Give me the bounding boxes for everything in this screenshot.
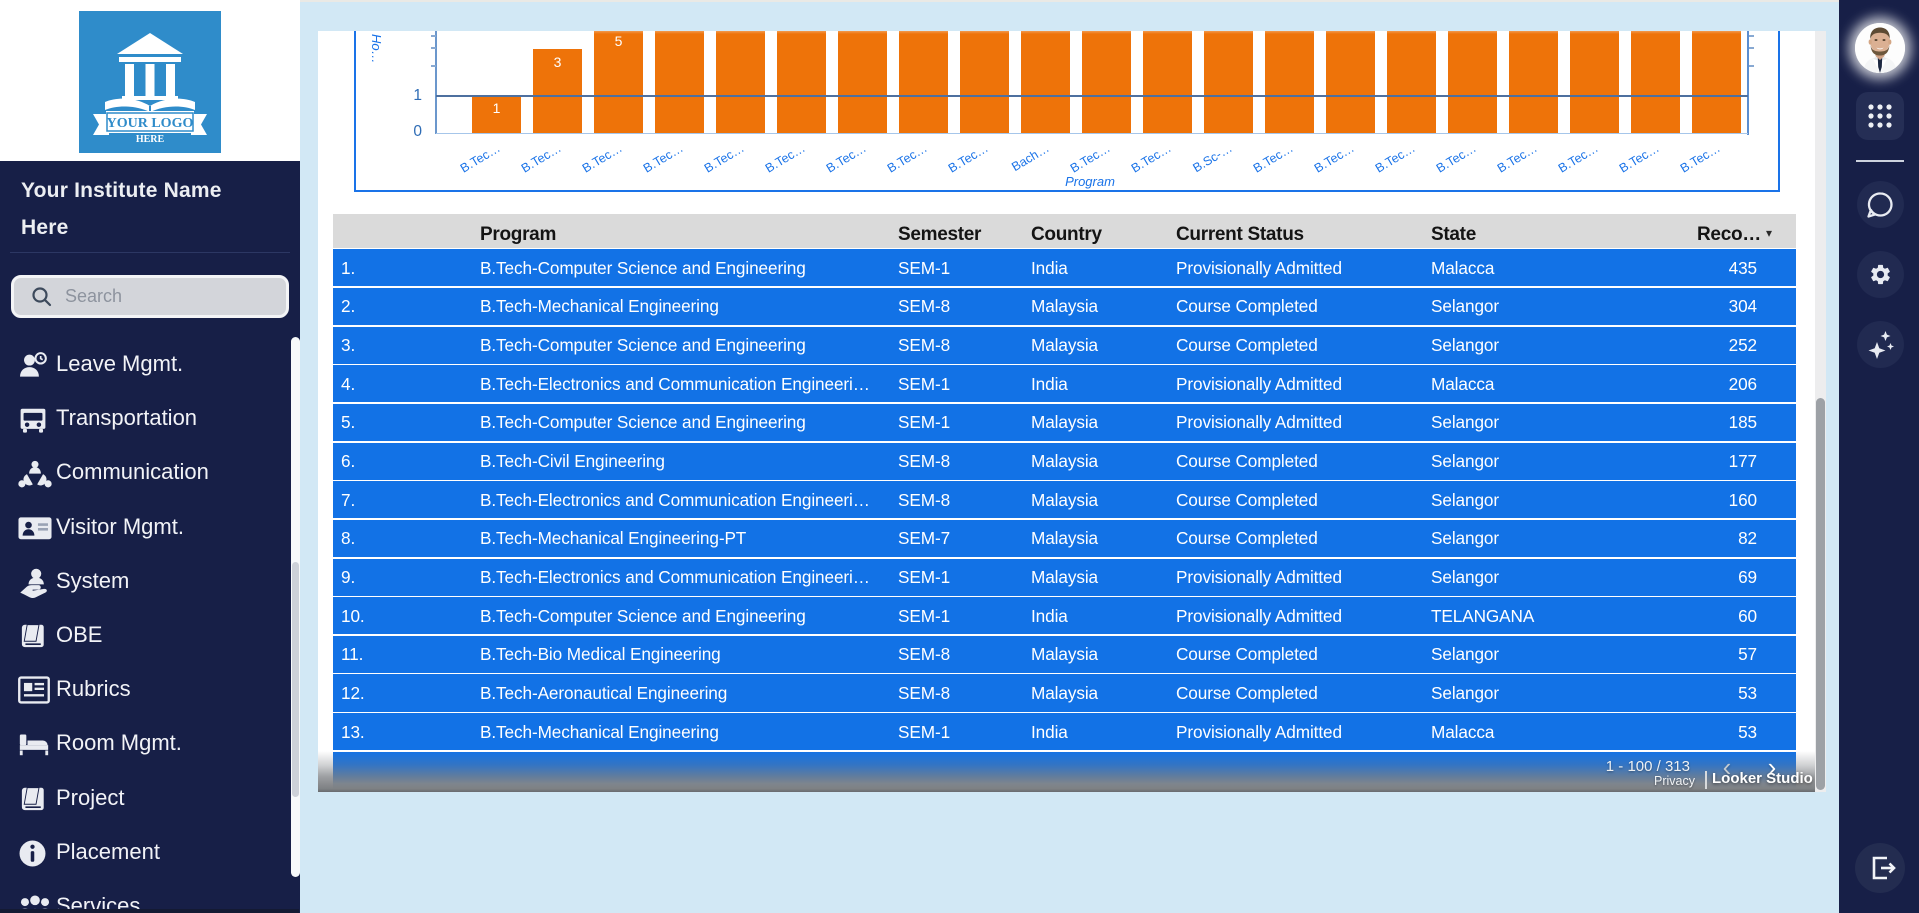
svg-text:HERE: HERE: [136, 134, 165, 145]
svg-text:YOUR LOGO: YOUR LOGO: [107, 116, 194, 131]
